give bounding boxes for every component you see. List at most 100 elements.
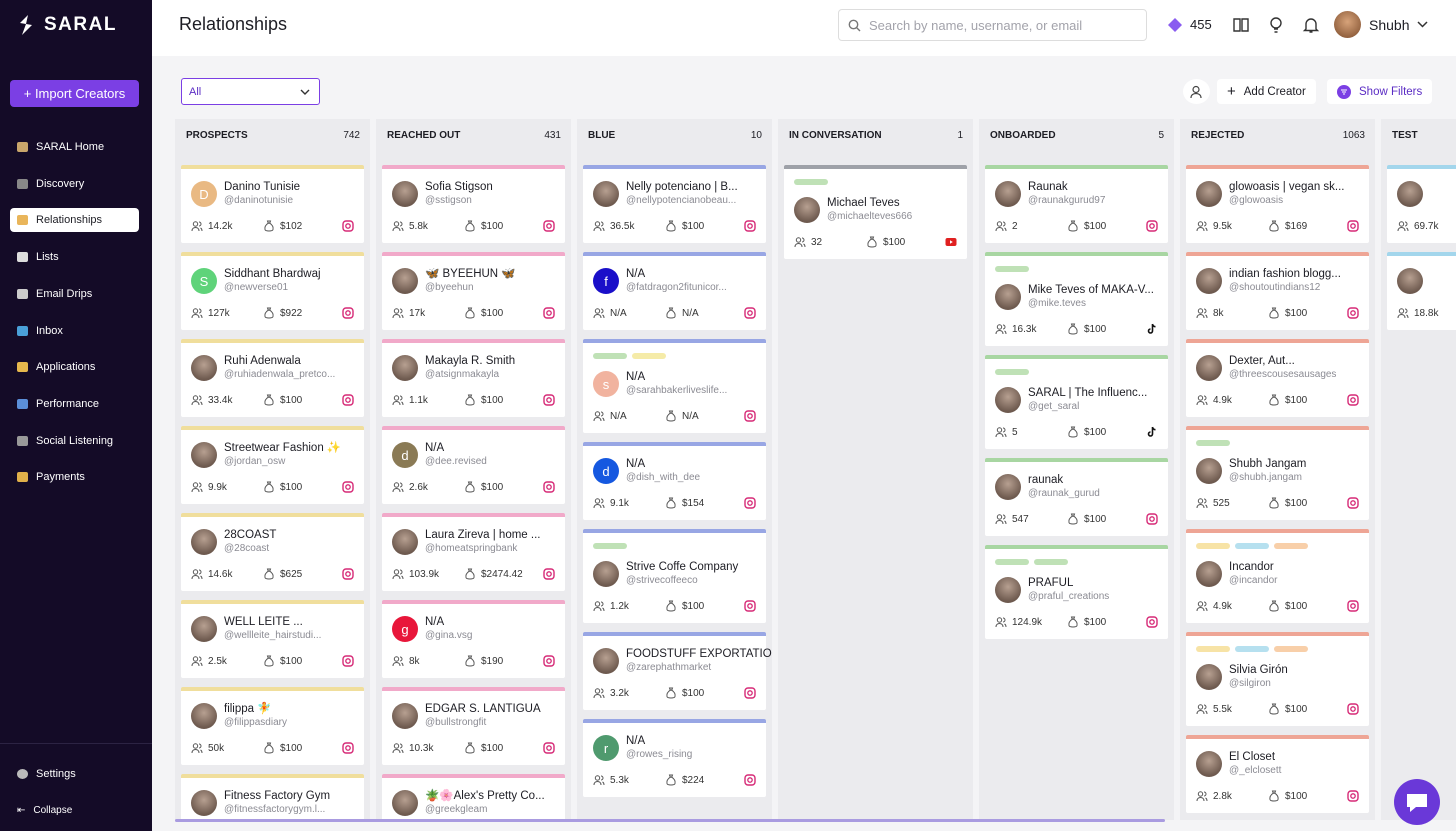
creator-card[interactable]: raunak @raunak_gurud 547 $100 bbox=[985, 458, 1168, 536]
creator-card[interactable]: f N/A @fatdragon2fitunicor... N/A N/A bbox=[583, 252, 766, 330]
import-button[interactable]: + Import Creators bbox=[10, 80, 139, 107]
creator-card[interactable]: Raunak @raunakgurud97 2 $100 bbox=[985, 165, 1168, 243]
collapse[interactable]: ⇤ Collapse bbox=[10, 798, 139, 822]
assignee-filter[interactable] bbox=[1183, 79, 1210, 104]
avatar bbox=[392, 790, 418, 816]
platform-icon bbox=[342, 394, 354, 406]
creator-name: filippa 🧚 bbox=[224, 703, 272, 715]
platform-icon bbox=[543, 220, 555, 232]
followers-icon bbox=[1196, 498, 1208, 509]
creator-card[interactable]: Fitness Factory Gym @fitnessfactorygym.l.… bbox=[181, 774, 364, 820]
logo[interactable]: SARAL bbox=[16, 14, 117, 36]
creator-card[interactable]: Ruhi Adenwala @ruhiadenwala_pretco... 33.4… bbox=[181, 339, 364, 417]
creator-card[interactable]: 69.7k bbox=[1387, 165, 1456, 243]
creator-card[interactable]: Makayla R. Smith @atsignmakayla 1.1k $100 bbox=[382, 339, 565, 417]
followers-icon bbox=[1196, 704, 1208, 715]
creator-card[interactable]: filippa 🧚 @filippasdiary 50k $100 bbox=[181, 687, 364, 765]
followers-icon bbox=[191, 656, 203, 667]
followers-icon bbox=[392, 308, 404, 319]
stats-row: 16.3k $100 bbox=[995, 322, 1158, 336]
platform-icon bbox=[342, 220, 354, 232]
show-filters-button[interactable]: Show Filters bbox=[1327, 79, 1433, 104]
stage-filter[interactable]: All bbox=[181, 78, 320, 105]
creator-row: Ruhi Adenwala @ruhiadenwala_pretco... bbox=[191, 353, 354, 383]
creator-card[interactable]: Silvia Girón @silgiron 5.5k $100 bbox=[1186, 632, 1369, 726]
creator-card[interactable]: 🦋 BYEEHUN 🦋 @byeehun 17k $100 bbox=[382, 252, 565, 330]
creator-card[interactable]: EDGAR S. LANTIGUA @bullstrongfit 10.3k $100 bbox=[382, 687, 565, 765]
creator-card[interactable]: Michael Teves @michaelteves666 32 $100 bbox=[784, 165, 967, 259]
avatar bbox=[995, 284, 1021, 310]
stats-row: 2.8k $100 bbox=[1196, 789, 1359, 803]
search-input[interactable]: Search by name, username, or email bbox=[838, 9, 1147, 41]
notifications-icon[interactable] bbox=[1302, 16, 1320, 34]
creator-card[interactable]: PRAFUL @praful_creations 124.9k $100 bbox=[985, 545, 1168, 639]
creator-card[interactable]: Shubh Jangam @shubh.jangam 525 $100 bbox=[1186, 426, 1369, 520]
settings[interactable]: Settings bbox=[10, 762, 139, 786]
creator-card[interactable]: g N/A @gina.vsg 8k $190 bbox=[382, 600, 565, 678]
docs-icon[interactable] bbox=[1232, 16, 1250, 34]
nav-item[interactable]: Discovery bbox=[10, 172, 139, 196]
creator-card[interactable]: SARAL | The Influenc... @get_saral 5 $100 bbox=[985, 355, 1168, 449]
avatar bbox=[191, 442, 217, 468]
nav-item[interactable]: Inbox bbox=[10, 319, 139, 343]
creator-card[interactable]: 28COAST @28coast 14.6k $625 bbox=[181, 513, 364, 591]
followers: 18.8k bbox=[1397, 307, 1456, 319]
creator-card[interactable]: s N/A @sarahbakerliveslife... N/A N/A bbox=[583, 339, 766, 433]
creator-card[interactable]: glowoasis | vegan sk... @glowoasis 9.5k $16… bbox=[1186, 165, 1369, 243]
credits-value: 455 bbox=[1190, 17, 1212, 32]
creator-card[interactable]: Laura Zireva | home ... @homeatspringbank… bbox=[382, 513, 565, 591]
creator-card[interactable]: r N/A @rowes_rising 5.3k $224 bbox=[583, 719, 766, 797]
price-icon bbox=[264, 655, 274, 667]
creator-name: Silvia Girón bbox=[1229, 664, 1288, 676]
creator-handle: @fatdragon2fitunicor... bbox=[626, 282, 727, 293]
creator-row: d N/A @dee.revised bbox=[392, 440, 555, 470]
avatar-initial: S bbox=[199, 273, 209, 289]
avatar-initial: s bbox=[602, 376, 610, 392]
price-value: $625 bbox=[280, 568, 303, 580]
creator-card[interactable]: Incandor @incandor 4.9k $100 bbox=[1186, 529, 1369, 623]
followers-count: 3.2k bbox=[610, 687, 629, 699]
creator-card[interactable]: Nelly potenciano | B... @nellypotencianob… bbox=[583, 165, 766, 243]
price-icon bbox=[666, 687, 676, 699]
creator-card[interactable]: WELL LEITE ... @wellleite_hairstudi... 2.5… bbox=[181, 600, 364, 678]
creator-handle: @bullstrongfit bbox=[425, 717, 487, 728]
credits[interactable]: 455 bbox=[1168, 17, 1212, 32]
chat-button[interactable] bbox=[1394, 779, 1440, 825]
column-title: ONBOARDED bbox=[990, 130, 1056, 141]
column-header: TEST bbox=[1381, 119, 1456, 152]
followers-count: 8k bbox=[409, 655, 420, 667]
nav-item[interactable]: Email Drips bbox=[10, 282, 139, 306]
platform-icon bbox=[1347, 497, 1359, 509]
creator-card[interactable]: FOODSTUFF EXPORTATIO... @zarephathmarket 3… bbox=[583, 632, 772, 710]
creator-card[interactable]: Mike Teves of MAKA-V... @mike.teves 16.3k $… bbox=[985, 252, 1168, 346]
creator-card[interactable]: Dexter, Aut... @threescousesausages 4.9k $1… bbox=[1186, 339, 1369, 417]
creator-card[interactable]: 18.8k bbox=[1387, 252, 1456, 330]
creator-card[interactable]: Strive Coffe Company @strivecoffeeco 1.2k $… bbox=[583, 529, 766, 623]
user-menu[interactable]: Shubh bbox=[1334, 11, 1429, 38]
nav-item[interactable]: Relationships bbox=[10, 208, 139, 233]
followers-icon bbox=[1397, 221, 1409, 232]
followers: 5.3k bbox=[593, 774, 665, 786]
creator-card[interactable]: d N/A @dish_with_dee 9.1k $154 bbox=[583, 442, 766, 520]
nav-item[interactable]: SARAL Home bbox=[10, 135, 139, 159]
tag bbox=[995, 266, 1029, 272]
nav-item[interactable]: Lists bbox=[10, 245, 139, 269]
stats-row: 127k $922 bbox=[191, 306, 354, 320]
creator-card[interactable]: 🪴🌸Alex's Pretty Co... @greekgleam bbox=[382, 774, 565, 820]
column: PROSPECTS 742 D Danino Tunisie @daninotunisi… bbox=[175, 119, 370, 820]
nav-item[interactable]: Applications bbox=[10, 355, 139, 379]
nav-item[interactable]: Social Listening bbox=[10, 429, 139, 453]
tips-icon[interactable] bbox=[1267, 16, 1285, 34]
creator-card[interactable]: Sofia Stigson @sstigson 5.8k $100 bbox=[382, 165, 565, 243]
nav-item[interactable]: Payments bbox=[10, 465, 139, 489]
horizontal-scrollbar[interactable] bbox=[175, 819, 1165, 822]
creator-card[interactable]: Streetwear Fashion ✨ @jordan_osw 9.9k $100 bbox=[181, 426, 364, 504]
followers: 69.7k bbox=[1397, 220, 1456, 232]
creator-card[interactable]: indian fashion blogg... @shoutoutindians1… bbox=[1186, 252, 1369, 330]
creator-card[interactable]: d N/A @dee.revised 2.6k $100 bbox=[382, 426, 565, 504]
creator-card[interactable]: El Closet @_elclosett 2.8k $100 bbox=[1186, 735, 1369, 813]
creator-card[interactable]: D Danino Tunisie @daninotunisie 14.2k $102 bbox=[181, 165, 364, 243]
nav-item[interactable]: Performance bbox=[10, 392, 139, 416]
add-creator-button[interactable]: + Add Creator bbox=[1217, 79, 1316, 104]
creator-card[interactable]: S Siddhant Bhardwaj @newverse01 127k $922 bbox=[181, 252, 364, 330]
